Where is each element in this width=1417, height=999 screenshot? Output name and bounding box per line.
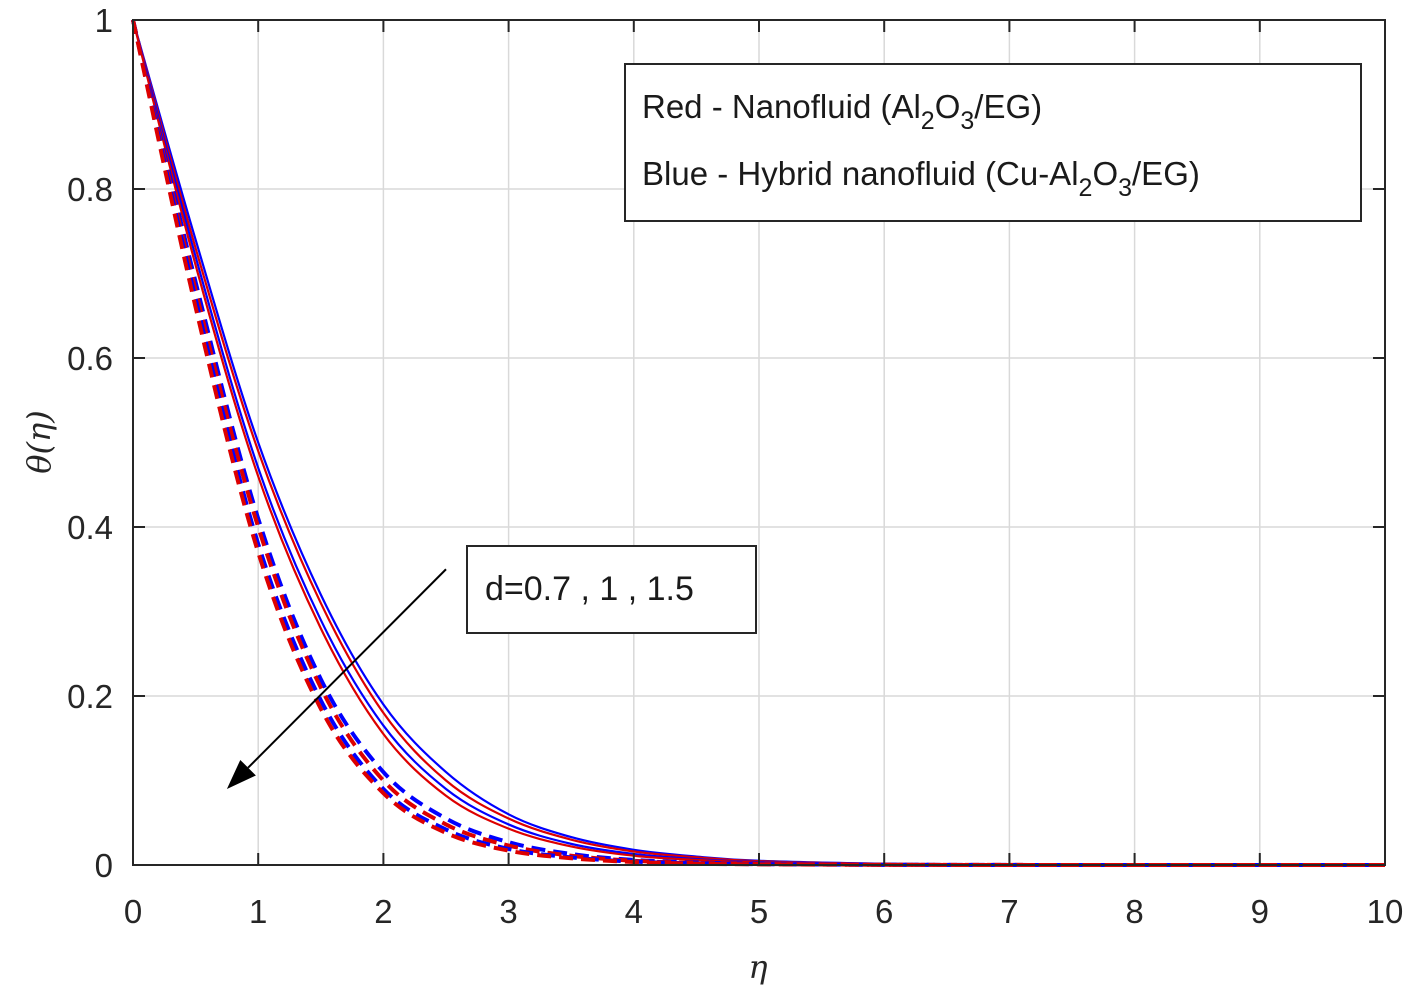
annotation: d=0.7 , 1 , 1.5 xyxy=(226,545,757,789)
legend: Red - Nanofluid (Al2O3/EG) Blue - Hybrid… xyxy=(624,63,1362,222)
legend-box xyxy=(624,63,1362,222)
series-line xyxy=(131,19,1386,868)
x-tick-label: 5 xyxy=(750,893,768,930)
x-tick-label: 0 xyxy=(124,893,142,930)
y-tick-label: 0 xyxy=(95,847,113,884)
annotation-arrowhead xyxy=(226,759,256,789)
x-tick-label: 1 xyxy=(249,893,267,930)
legend-entry-blue: Blue - Hybrid nanofluid (Cu-Al2O3/EG) xyxy=(642,155,1200,202)
legend-entry-red: Red - Nanofluid (Al2O3/EG) xyxy=(642,88,1042,135)
x-tick-label: 3 xyxy=(499,893,517,930)
y-tick-label: 0.2 xyxy=(67,678,113,715)
ticks xyxy=(132,19,1386,866)
x-axis-label: η xyxy=(748,948,767,986)
y-tick-label: 1 xyxy=(95,2,113,39)
y-tick-label: 0.6 xyxy=(67,340,113,377)
x-tick-label: 8 xyxy=(1125,893,1143,930)
y-tick-label: 0.8 xyxy=(67,171,113,208)
annotation-arrow xyxy=(247,568,447,769)
annotation-box xyxy=(466,545,757,634)
x-tick-label: 4 xyxy=(625,893,643,930)
x-tick-label: 7 xyxy=(1000,893,1018,930)
x-tick-label: 2 xyxy=(374,893,392,930)
x-tick-label: 10 xyxy=(1367,893,1404,930)
x-tick-label: 9 xyxy=(1251,893,1269,930)
x-tick-label: 6 xyxy=(875,893,893,930)
y-tick-label: 0.4 xyxy=(67,509,113,546)
annotation-text: d=0.7 , 1 , 1.5 xyxy=(485,570,694,608)
y-axis-label: θ(η) xyxy=(20,410,58,473)
tick-labels: 0 1 2 3 4 5 6 7 8 9 10 0 0.2 0.4 0.6 0.8 1 xyxy=(67,2,1403,930)
